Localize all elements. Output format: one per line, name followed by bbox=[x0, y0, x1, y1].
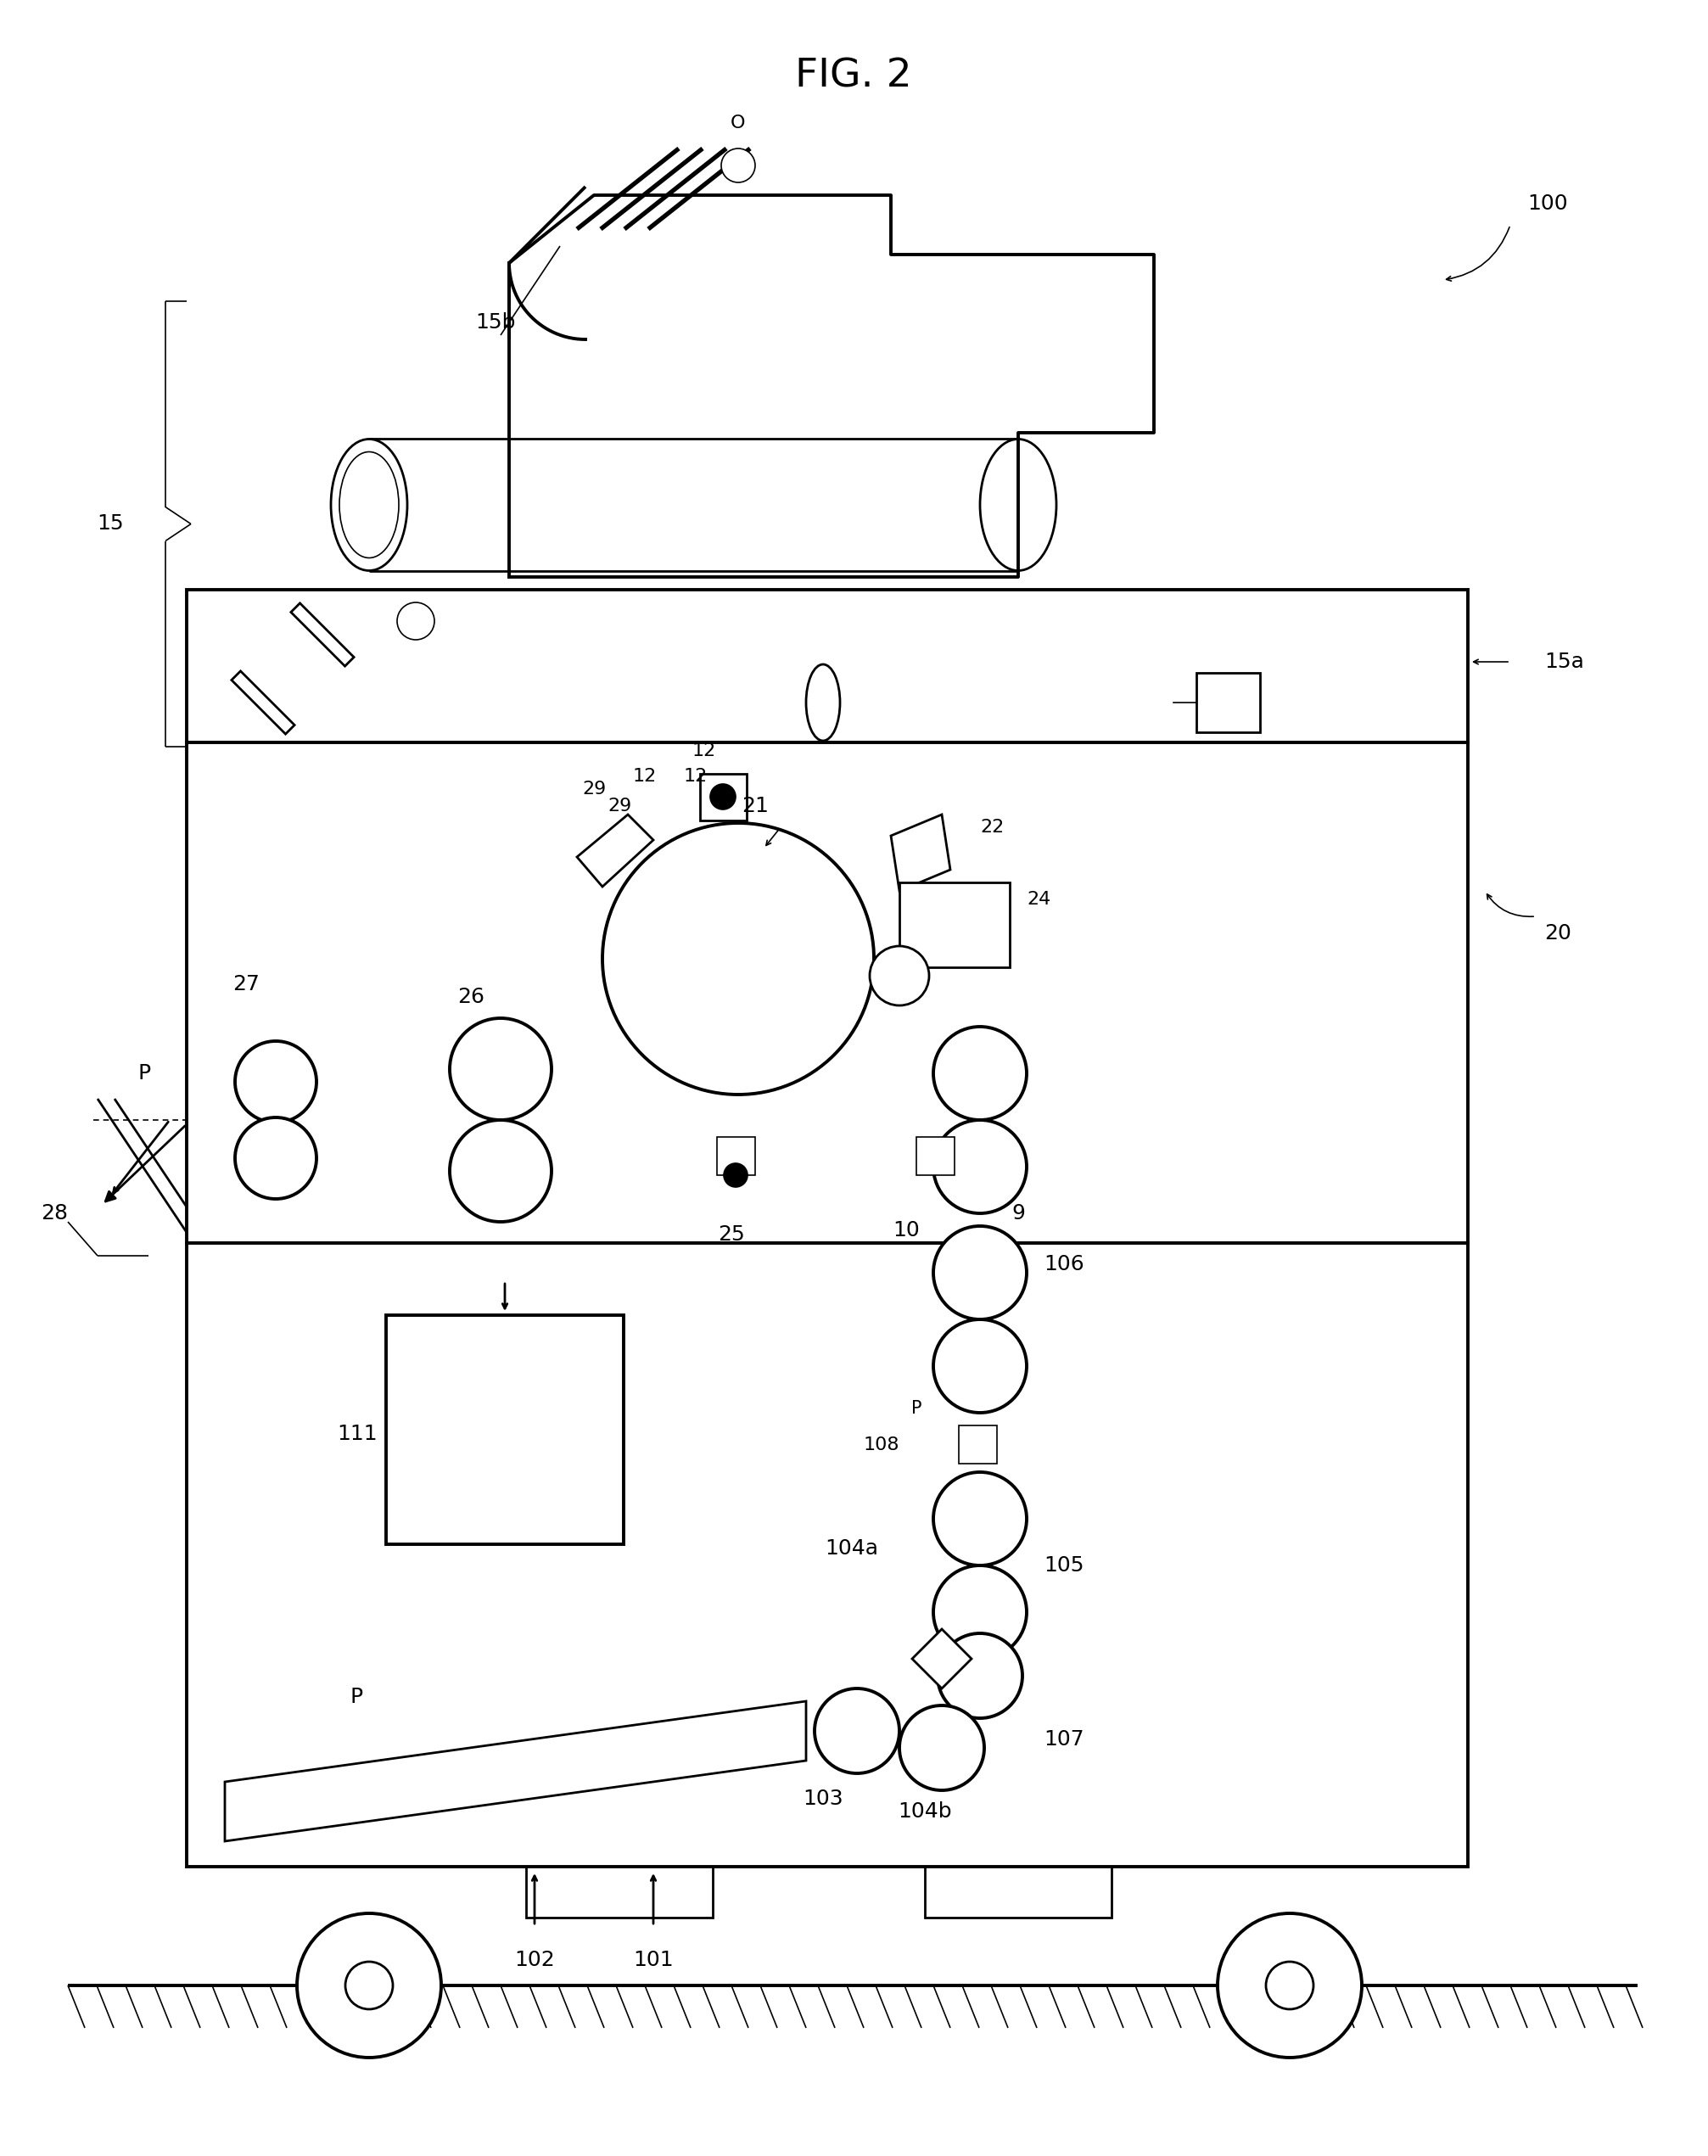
Text: P: P bbox=[350, 1686, 362, 1708]
Text: 22: 22 bbox=[980, 819, 1004, 837]
Circle shape bbox=[933, 1473, 1027, 1565]
Circle shape bbox=[236, 1041, 316, 1123]
Bar bbox=[717, 1136, 755, 1175]
Circle shape bbox=[297, 1912, 441, 2057]
Circle shape bbox=[711, 785, 736, 808]
Bar bbox=[900, 882, 1009, 968]
Circle shape bbox=[933, 1026, 1027, 1119]
Circle shape bbox=[933, 1119, 1027, 1214]
Ellipse shape bbox=[331, 440, 407, 571]
Text: 106: 106 bbox=[1044, 1255, 1085, 1274]
Text: FIG. 2: FIG. 2 bbox=[796, 58, 912, 95]
Circle shape bbox=[933, 1227, 1027, 1319]
Circle shape bbox=[449, 1119, 552, 1222]
Ellipse shape bbox=[340, 453, 398, 558]
Circle shape bbox=[933, 1565, 1027, 1658]
Text: 29: 29 bbox=[608, 798, 632, 815]
Text: 103: 103 bbox=[803, 1789, 844, 1809]
Text: 24: 24 bbox=[1027, 890, 1050, 908]
Bar bbox=[186, 591, 1467, 742]
Text: P: P bbox=[138, 1063, 150, 1084]
Circle shape bbox=[1266, 1962, 1313, 2009]
Text: 12: 12 bbox=[634, 768, 658, 785]
Polygon shape bbox=[577, 815, 654, 886]
Bar bbox=[924, 1867, 1112, 1917]
Text: 15b: 15b bbox=[475, 313, 516, 332]
Circle shape bbox=[396, 602, 434, 640]
Text: 21: 21 bbox=[741, 796, 769, 817]
Text: O: O bbox=[731, 114, 746, 132]
Polygon shape bbox=[225, 1701, 806, 1841]
Circle shape bbox=[236, 1117, 316, 1199]
Polygon shape bbox=[232, 671, 294, 733]
Circle shape bbox=[869, 946, 929, 1005]
Text: 20: 20 bbox=[1544, 923, 1571, 944]
Polygon shape bbox=[892, 815, 950, 890]
Text: 111: 111 bbox=[336, 1423, 377, 1445]
Text: 12: 12 bbox=[692, 742, 716, 759]
Bar bbox=[526, 1867, 712, 1917]
Bar bbox=[958, 1425, 997, 1464]
Circle shape bbox=[345, 1962, 393, 2009]
Text: 108: 108 bbox=[863, 1436, 900, 1453]
Bar bbox=[386, 1315, 623, 1544]
Circle shape bbox=[1218, 1912, 1361, 2057]
Circle shape bbox=[938, 1634, 1023, 1718]
Text: 104b: 104b bbox=[898, 1800, 951, 1822]
Text: 10: 10 bbox=[893, 1220, 919, 1240]
Circle shape bbox=[900, 1705, 984, 1789]
Circle shape bbox=[449, 1018, 552, 1119]
Text: 9: 9 bbox=[1011, 1203, 1025, 1222]
Text: 102: 102 bbox=[514, 1949, 555, 1971]
Bar bbox=[700, 774, 746, 821]
Ellipse shape bbox=[980, 440, 1056, 571]
Text: 12: 12 bbox=[683, 768, 707, 785]
Circle shape bbox=[603, 824, 874, 1095]
Bar bbox=[917, 1136, 955, 1175]
Text: 25: 25 bbox=[717, 1225, 745, 1244]
Circle shape bbox=[721, 149, 755, 183]
Text: 29: 29 bbox=[582, 780, 606, 798]
Polygon shape bbox=[290, 604, 354, 666]
Ellipse shape bbox=[806, 664, 840, 742]
Circle shape bbox=[724, 1164, 748, 1188]
Circle shape bbox=[933, 1319, 1027, 1412]
Text: 27: 27 bbox=[232, 975, 260, 994]
Text: 107: 107 bbox=[1044, 1729, 1085, 1749]
Bar bbox=[186, 1244, 1467, 1867]
Text: 26: 26 bbox=[458, 987, 485, 1007]
Text: 101: 101 bbox=[634, 1949, 673, 1971]
Text: 105: 105 bbox=[1044, 1554, 1085, 1576]
Circle shape bbox=[815, 1688, 900, 1774]
Text: 15: 15 bbox=[97, 513, 123, 535]
Text: P: P bbox=[910, 1399, 922, 1416]
Bar bbox=[186, 742, 1467, 1244]
Text: 28: 28 bbox=[41, 1203, 68, 1222]
Polygon shape bbox=[912, 1630, 972, 1688]
Text: 104a: 104a bbox=[825, 1537, 878, 1559]
Text: 100: 100 bbox=[1527, 194, 1568, 213]
Bar bbox=[1196, 673, 1261, 733]
Text: 15a: 15a bbox=[1544, 651, 1583, 673]
